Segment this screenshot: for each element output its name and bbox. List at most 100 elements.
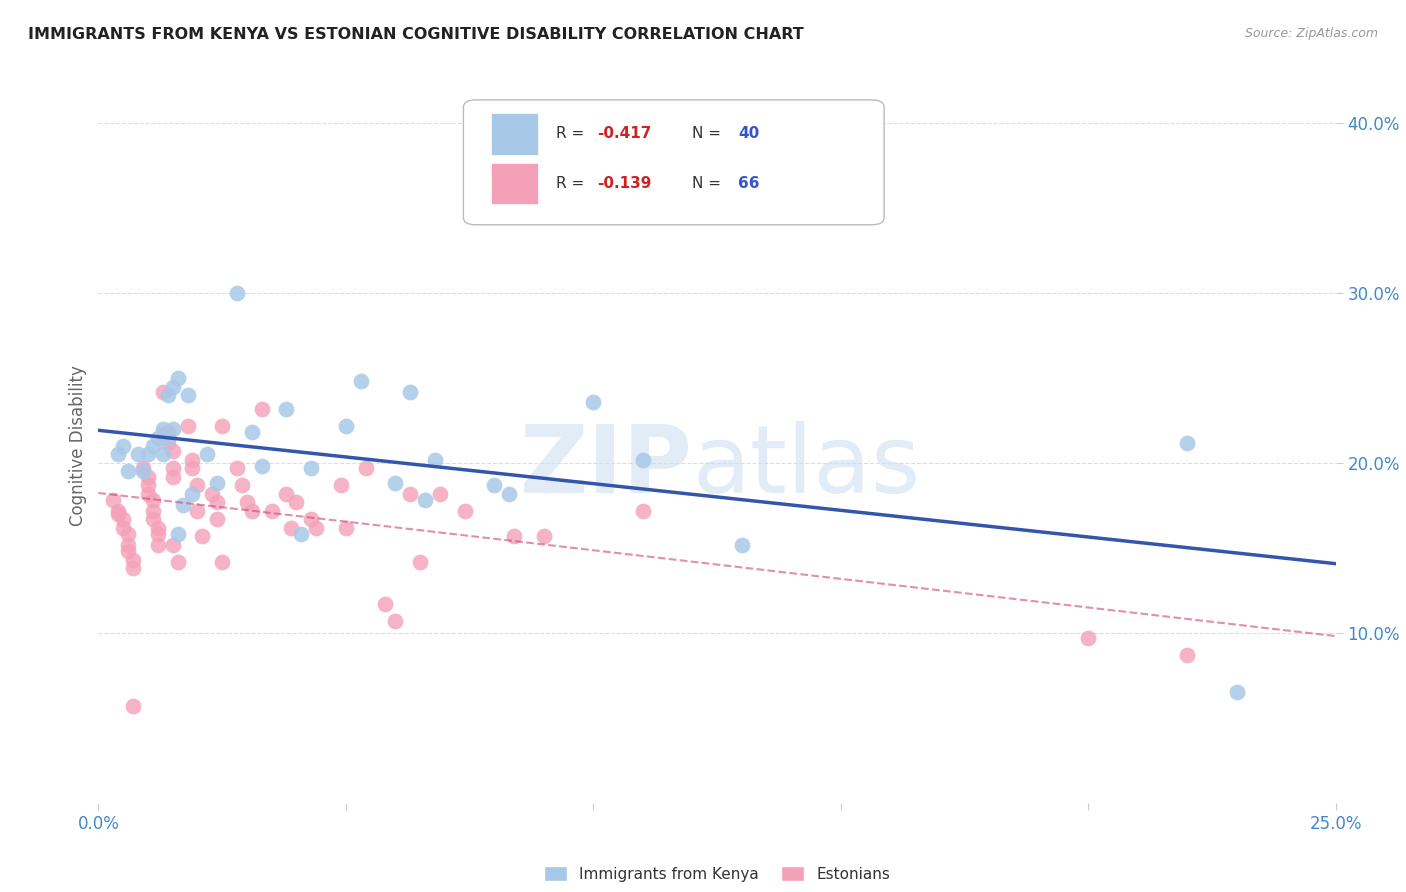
Point	[205, 512, 228, 526]
Point	[260, 503, 283, 517]
Point	[142, 503, 165, 517]
Point	[240, 503, 263, 517]
Point	[156, 425, 179, 440]
Point	[103, 493, 125, 508]
Point	[205, 495, 228, 509]
Point	[250, 459, 273, 474]
Text: N =: N =	[692, 127, 725, 142]
Point	[112, 439, 135, 453]
Point	[107, 503, 129, 517]
Point	[231, 478, 253, 492]
Point	[429, 486, 451, 500]
Point	[484, 478, 506, 492]
Point	[162, 461, 184, 475]
Point	[350, 375, 373, 389]
Point	[276, 486, 298, 500]
Point	[236, 495, 259, 509]
Point	[156, 435, 179, 450]
Point	[146, 527, 169, 541]
FancyBboxPatch shape	[491, 163, 537, 204]
Point	[122, 698, 145, 713]
Point	[181, 486, 204, 500]
Point	[201, 486, 224, 500]
Point	[290, 527, 312, 541]
Point	[181, 461, 204, 475]
Point	[250, 401, 273, 416]
Point	[142, 439, 165, 453]
Point	[211, 555, 233, 569]
Point	[162, 422, 184, 436]
Point	[211, 418, 233, 433]
Point	[172, 499, 194, 513]
Point	[112, 520, 135, 534]
Point	[631, 452, 654, 467]
Point	[453, 503, 475, 517]
Point	[132, 465, 155, 479]
Point	[582, 394, 605, 409]
Point	[423, 452, 446, 467]
Point	[162, 469, 184, 483]
Point	[176, 388, 198, 402]
Point	[166, 527, 188, 541]
Point	[731, 537, 754, 551]
Point	[533, 529, 555, 543]
Point	[305, 520, 328, 534]
Point	[127, 448, 149, 462]
Point	[1175, 648, 1198, 662]
Point	[146, 537, 169, 551]
Point	[299, 461, 322, 475]
Point	[146, 430, 169, 444]
Point	[152, 427, 174, 442]
Text: ZIP: ZIP	[519, 421, 692, 514]
Point	[136, 478, 159, 492]
Point	[122, 561, 145, 575]
Point	[136, 486, 159, 500]
Text: 66: 66	[738, 177, 759, 191]
Point	[117, 544, 139, 558]
Point	[374, 597, 396, 611]
Point	[384, 614, 406, 628]
Point	[142, 493, 165, 508]
Point	[162, 444, 184, 458]
Point	[176, 418, 198, 433]
Point	[329, 478, 352, 492]
Point	[384, 476, 406, 491]
Point	[152, 422, 174, 436]
Point	[226, 286, 249, 301]
Point	[280, 520, 302, 534]
Point	[191, 529, 214, 543]
Point	[156, 388, 179, 402]
Point	[152, 448, 174, 462]
Point	[299, 512, 322, 526]
Point	[136, 469, 159, 483]
FancyBboxPatch shape	[464, 100, 884, 225]
Point	[146, 520, 169, 534]
Text: Source: ZipAtlas.com: Source: ZipAtlas.com	[1244, 27, 1378, 40]
Point	[240, 425, 263, 440]
Point	[276, 401, 298, 416]
Point	[413, 493, 436, 508]
Point	[1175, 435, 1198, 450]
Point	[285, 495, 308, 509]
Point	[162, 379, 184, 393]
Point	[631, 503, 654, 517]
Text: 40: 40	[738, 127, 759, 142]
Point	[498, 486, 520, 500]
Point	[1077, 631, 1099, 645]
Point	[409, 555, 432, 569]
Text: IMMIGRANTS FROM KENYA VS ESTONIAN COGNITIVE DISABILITY CORRELATION CHART: IMMIGRANTS FROM KENYA VS ESTONIAN COGNIT…	[28, 27, 804, 42]
Point	[107, 507, 129, 521]
Text: -0.139: -0.139	[598, 177, 651, 191]
Point	[1226, 685, 1249, 699]
Legend: Immigrants from Kenya, Estonians: Immigrants from Kenya, Estonians	[537, 860, 897, 888]
Point	[117, 527, 139, 541]
Point	[136, 448, 159, 462]
Y-axis label: Cognitive Disability: Cognitive Disability	[69, 366, 87, 526]
Point	[354, 461, 377, 475]
Point	[117, 537, 139, 551]
Point	[122, 553, 145, 567]
Point	[335, 520, 357, 534]
Point	[335, 418, 357, 433]
Text: -0.417: -0.417	[598, 127, 651, 142]
Point	[399, 384, 422, 399]
